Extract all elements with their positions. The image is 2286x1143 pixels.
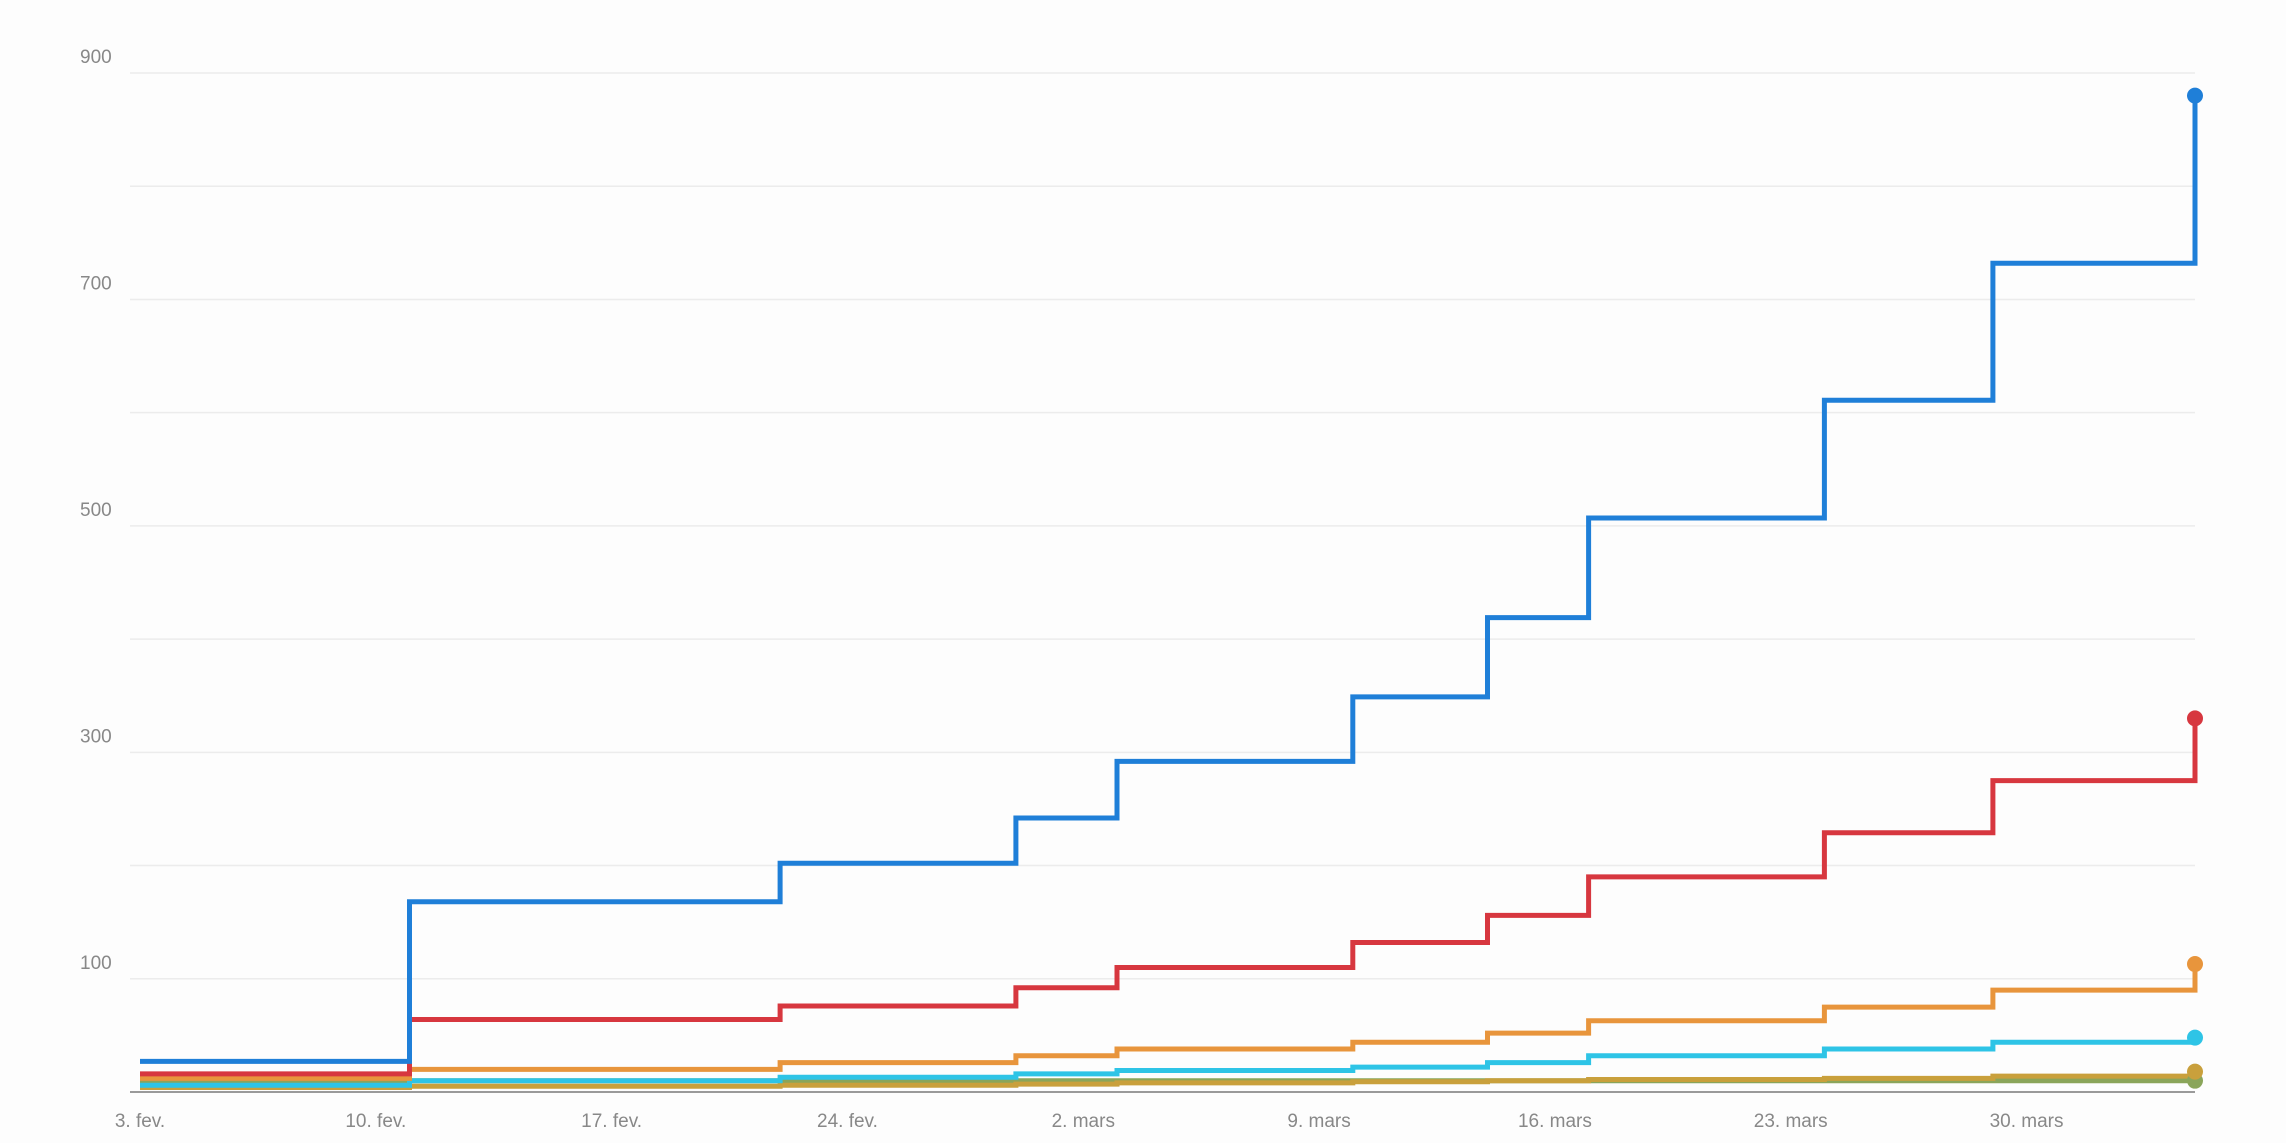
y-tick-label: 500: [80, 500, 112, 521]
x-tick-label: 10. fev.: [345, 1111, 406, 1132]
series-line-5: [140, 1071, 2198, 1090]
y-tick-label: 700: [80, 273, 112, 294]
x-tick-label: 3. fev.: [115, 1111, 165, 1132]
series-end-marker-1: [2187, 87, 2203, 104]
series-end-marker-4: [2187, 1029, 2203, 1046]
x-tick-label: 24. fev.: [817, 1111, 878, 1132]
y-tick-label: 100: [80, 953, 112, 974]
x-tick-label: 23. mars: [1754, 1111, 1828, 1132]
x-tick-label: 30. mars: [1990, 1111, 2064, 1132]
end-markers: [2187, 87, 2203, 1089]
series-line-3: [140, 964, 2198, 1081]
series-end-marker-2: [2187, 710, 2203, 727]
series-lines: [140, 95, 2198, 1090]
x-tick-label: 9. mars: [1287, 1111, 1350, 1132]
series-end-marker-5: [2187, 1063, 2203, 1080]
x-tick-label: 16. mars: [1518, 1111, 1592, 1132]
y-tick-label: 900: [80, 47, 112, 68]
series-line-4: [140, 1037, 2198, 1088]
tick-labels: 100 300 500 700 900 3. fev. 10. fev. 17. fev. 24…: [80, 47, 2064, 1132]
x-tick-label: 2. mars: [1052, 1111, 1115, 1132]
y-tick-label: 300: [80, 726, 112, 747]
series-line-1: [140, 95, 2198, 1064]
gridlines: [130, 72, 2195, 980]
x-tick-label: 17. fev.: [581, 1111, 642, 1132]
series-line-2: [140, 718, 2198, 1077]
series-end-marker-3: [2187, 956, 2203, 973]
